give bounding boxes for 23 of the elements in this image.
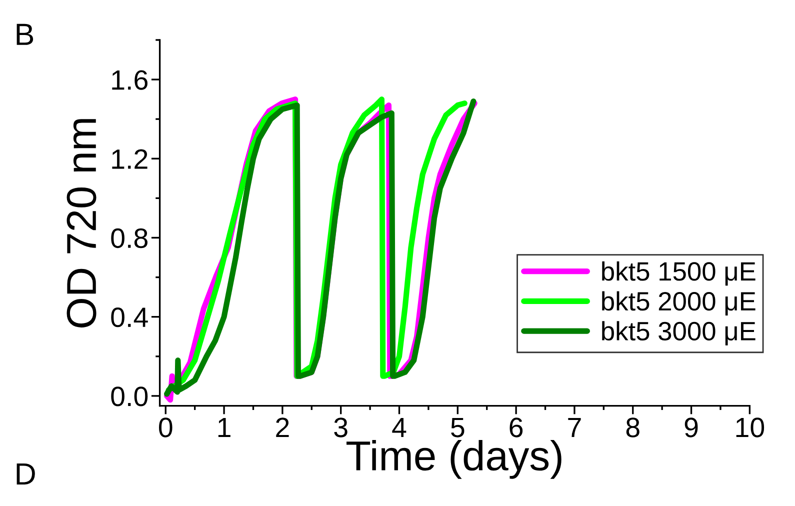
x-tick-label: 6 — [510, 418, 523, 438]
x-tick-label: 3 — [334, 418, 348, 438]
legend-label: bkt5 2000 μE — [602, 291, 756, 316]
y-tick-label: 1.6 — [112, 70, 148, 90]
legend-label: bkt5 3000 μE — [602, 321, 756, 346]
x-tick-label: 10 — [736, 418, 764, 438]
x-tick-label: 7 — [568, 418, 581, 438]
x-tick-label: 2 — [276, 418, 289, 438]
y-tick-label: 0.4 — [111, 307, 148, 328]
x-tick-label: 4 — [392, 418, 406, 438]
text: D — [16, 463, 35, 484]
x-tick-label: 1 — [218, 418, 230, 438]
x-tick-label: 5 — [451, 418, 464, 438]
text: B — [16, 24, 34, 45]
x-axis-title: Time (days) — [346, 440, 562, 479]
y-tick-label: 1.2 — [112, 149, 148, 169]
y-tick-label: 0.0 — [111, 386, 148, 406]
x-tick-label: 0 — [158, 418, 172, 438]
y-axis-title: OD 720 nm — [66, 119, 96, 328]
legend-label: bkt5 1500 μE — [602, 261, 756, 286]
x-tick-label: 8 — [626, 418, 640, 438]
x-tick-label: 9 — [684, 418, 698, 438]
y-tick-label: 0.8 — [111, 228, 148, 248]
